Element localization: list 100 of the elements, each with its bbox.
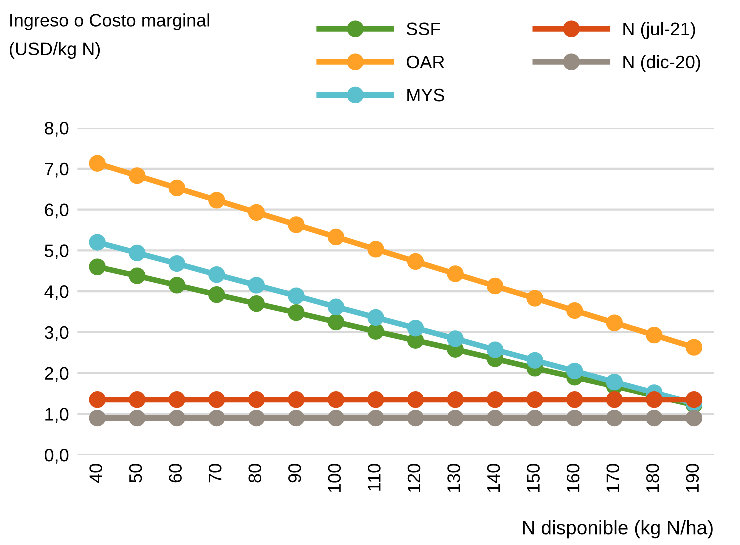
point bbox=[248, 204, 266, 222]
point bbox=[288, 304, 305, 322]
point bbox=[89, 392, 106, 408]
x-tick-label: 120 bbox=[408, 464, 421, 492]
point bbox=[606, 374, 623, 391]
point bbox=[248, 392, 266, 408]
point bbox=[487, 410, 504, 427]
point bbox=[526, 410, 544, 427]
x-tick-label: 80 bbox=[248, 464, 262, 483]
point bbox=[368, 309, 384, 326]
point bbox=[487, 342, 504, 358]
point bbox=[328, 392, 345, 408]
point bbox=[168, 277, 186, 294]
point bbox=[129, 168, 146, 184]
y-tick-label: 8,0 bbox=[45, 122, 69, 137]
x-tick-label: 160 bbox=[566, 464, 580, 492]
y-tick-label: 2,0 bbox=[45, 367, 69, 382]
x-axis-title: N disponible (kg N/ha) bbox=[523, 520, 713, 539]
point bbox=[168, 180, 186, 196]
point bbox=[208, 266, 226, 284]
point bbox=[328, 410, 345, 427]
point bbox=[89, 155, 106, 172]
point bbox=[606, 314, 623, 332]
y-tick-label: 1,0 bbox=[46, 408, 69, 424]
legend-label: MYS bbox=[408, 88, 444, 102]
y-tick-label: 5,0 bbox=[44, 244, 69, 260]
x-tick-label: 170 bbox=[606, 464, 620, 492]
point bbox=[566, 392, 584, 408]
point bbox=[686, 392, 703, 408]
point bbox=[447, 392, 464, 408]
x-tick-label: 190 bbox=[686, 464, 700, 492]
point bbox=[288, 410, 305, 427]
point bbox=[129, 244, 146, 262]
point bbox=[168, 255, 186, 272]
point bbox=[487, 278, 504, 295]
x-tick-label: 90 bbox=[288, 464, 302, 483]
point bbox=[288, 216, 305, 234]
legend-label: SSF bbox=[406, 22, 441, 36]
point bbox=[606, 410, 623, 427]
point bbox=[129, 268, 146, 284]
x-tick-label: 110 bbox=[368, 464, 381, 491]
point bbox=[89, 258, 106, 276]
point bbox=[487, 392, 504, 408]
point bbox=[368, 241, 384, 258]
x-tick-label: 40 bbox=[90, 464, 102, 484]
point bbox=[606, 392, 623, 408]
x-tick-label: 70 bbox=[208, 464, 222, 483]
y-tick-label: 4,0 bbox=[44, 286, 69, 300]
legend-label: N (dic-20) bbox=[624, 55, 700, 72]
x-tick-label: 60 bbox=[169, 464, 182, 483]
point bbox=[129, 410, 146, 427]
point bbox=[208, 410, 226, 427]
point bbox=[328, 228, 345, 246]
legend-label: N (jul-21) bbox=[624, 22, 696, 40]
point bbox=[168, 410, 186, 427]
point bbox=[646, 326, 663, 344]
point bbox=[686, 410, 703, 427]
point bbox=[328, 298, 345, 316]
point bbox=[407, 392, 424, 408]
point bbox=[407, 410, 424, 427]
point bbox=[407, 320, 424, 337]
point bbox=[646, 392, 663, 408]
point bbox=[208, 192, 226, 209]
point bbox=[447, 410, 464, 427]
y-tick-label: 6,0 bbox=[45, 204, 69, 219]
point bbox=[89, 234, 106, 251]
x-tick-label: 140 bbox=[487, 464, 500, 492]
x-tick-label: 180 bbox=[646, 464, 660, 492]
point bbox=[686, 339, 703, 356]
point bbox=[168, 392, 186, 408]
y-axis-title: Ingreso o Costo marginal (USD/kg N) bbox=[10, 14, 210, 60]
point bbox=[328, 314, 345, 331]
point bbox=[526, 392, 544, 408]
x-tick-label: 130 bbox=[448, 464, 460, 492]
x-tick-label: 150 bbox=[527, 464, 540, 492]
point bbox=[566, 362, 584, 380]
point bbox=[368, 323, 384, 340]
point bbox=[368, 410, 384, 427]
point bbox=[288, 392, 305, 408]
x-tick-label: 100 bbox=[328, 464, 342, 492]
point bbox=[248, 296, 266, 312]
point bbox=[526, 290, 544, 307]
point bbox=[407, 253, 424, 270]
x-tick-label: 50 bbox=[129, 464, 142, 483]
point bbox=[248, 410, 266, 427]
point bbox=[566, 410, 584, 427]
point bbox=[288, 288, 305, 304]
point bbox=[368, 392, 384, 408]
y-tick-label: 7,0 bbox=[45, 162, 69, 178]
point bbox=[646, 410, 663, 427]
y-tick-label: 0,0 bbox=[44, 449, 69, 464]
point bbox=[248, 277, 266, 294]
legend-label: OAR bbox=[406, 56, 444, 69]
point bbox=[447, 330, 464, 348]
point bbox=[129, 392, 146, 408]
point bbox=[447, 266, 464, 282]
point bbox=[208, 392, 226, 408]
point bbox=[208, 286, 226, 304]
point bbox=[89, 410, 106, 427]
point bbox=[566, 302, 584, 320]
